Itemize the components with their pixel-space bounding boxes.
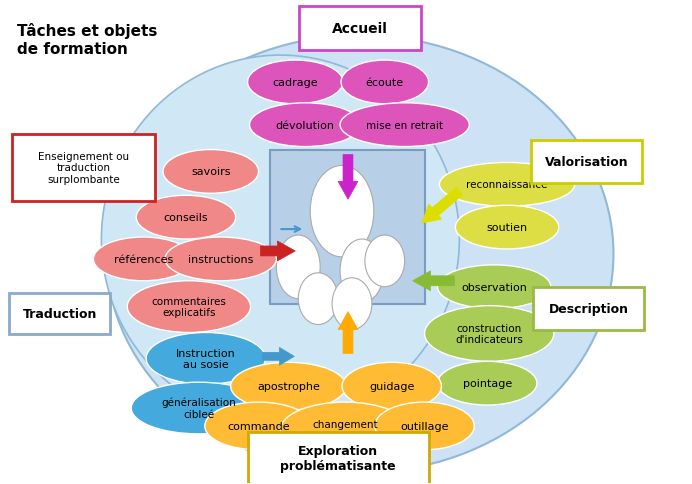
FancyArrow shape <box>338 155 358 200</box>
FancyBboxPatch shape <box>533 287 644 331</box>
Ellipse shape <box>248 61 343 105</box>
Text: outillage: outillage <box>400 421 449 431</box>
Text: Traduction: Traduction <box>22 307 97 320</box>
FancyBboxPatch shape <box>9 293 110 335</box>
Ellipse shape <box>102 56 459 423</box>
Text: instructions: instructions <box>188 255 253 264</box>
Ellipse shape <box>341 61 428 105</box>
FancyArrow shape <box>260 242 295 261</box>
Text: apostrophe: apostrophe <box>257 381 320 392</box>
Ellipse shape <box>276 236 320 299</box>
Ellipse shape <box>93 238 193 281</box>
FancyBboxPatch shape <box>531 140 642 184</box>
Ellipse shape <box>298 273 338 325</box>
FancyArrow shape <box>338 312 358 354</box>
Text: généralisation
cibleé: généralisation cibleé <box>161 397 236 419</box>
Ellipse shape <box>437 265 551 309</box>
Ellipse shape <box>310 166 374 257</box>
Ellipse shape <box>340 240 384 303</box>
Text: dévolution: dévolution <box>275 121 335 130</box>
Text: pointage: pointage <box>462 378 512 388</box>
FancyBboxPatch shape <box>271 150 425 304</box>
Text: observation: observation <box>461 282 527 292</box>
Text: conseils: conseils <box>163 212 208 223</box>
Ellipse shape <box>136 196 236 240</box>
Ellipse shape <box>439 163 574 207</box>
FancyArrow shape <box>262 348 294 365</box>
Text: reconnaissance: reconnaissance <box>466 180 548 190</box>
Ellipse shape <box>165 238 276 281</box>
Text: savoirs: savoirs <box>191 167 230 177</box>
Ellipse shape <box>425 306 554 362</box>
Text: Description: Description <box>549 302 628 316</box>
Ellipse shape <box>131 382 266 434</box>
Text: Enseignement ou
traduction
surplombante: Enseignement ou traduction surplombante <box>38 151 129 184</box>
Ellipse shape <box>342 363 441 410</box>
Text: commande: commande <box>227 421 290 431</box>
Ellipse shape <box>107 36 614 473</box>
Text: Valorisation: Valorisation <box>545 156 628 168</box>
Ellipse shape <box>163 150 259 194</box>
Ellipse shape <box>280 402 410 458</box>
Text: guidage: guidage <box>369 381 415 392</box>
Text: écoute: écoute <box>365 78 404 88</box>
Ellipse shape <box>146 333 266 384</box>
Text: cadrage: cadrage <box>273 78 318 88</box>
Text: Tâches et objets
de formation: Tâches et objets de formation <box>17 23 157 57</box>
Text: références: références <box>113 255 173 264</box>
Ellipse shape <box>455 206 558 249</box>
Ellipse shape <box>365 236 405 287</box>
Ellipse shape <box>332 278 372 330</box>
FancyBboxPatch shape <box>12 135 155 201</box>
Text: soutien: soutien <box>486 223 527 233</box>
Ellipse shape <box>340 104 469 147</box>
FancyBboxPatch shape <box>248 432 428 484</box>
Text: commentaires
explicatifs: commentaires explicatifs <box>152 296 226 318</box>
Ellipse shape <box>205 402 312 450</box>
Ellipse shape <box>230 363 346 410</box>
Text: construction
d'indicateurs: construction d'indicateurs <box>455 323 523 345</box>
Ellipse shape <box>127 281 251 333</box>
Ellipse shape <box>250 104 361 147</box>
Text: Accueil: Accueil <box>332 22 388 36</box>
FancyArrow shape <box>412 271 455 291</box>
FancyArrow shape <box>421 188 462 224</box>
Ellipse shape <box>437 362 537 405</box>
FancyBboxPatch shape <box>299 7 421 51</box>
Text: mise en retrait: mise en retrait <box>366 121 443 130</box>
Text: Instruction
au sosie: Instruction au sosie <box>176 348 236 369</box>
Text: Exploration
problématisante: Exploration problématisante <box>280 444 396 472</box>
Ellipse shape <box>375 402 474 450</box>
Text: changement
focale: changement focale <box>312 419 378 441</box>
